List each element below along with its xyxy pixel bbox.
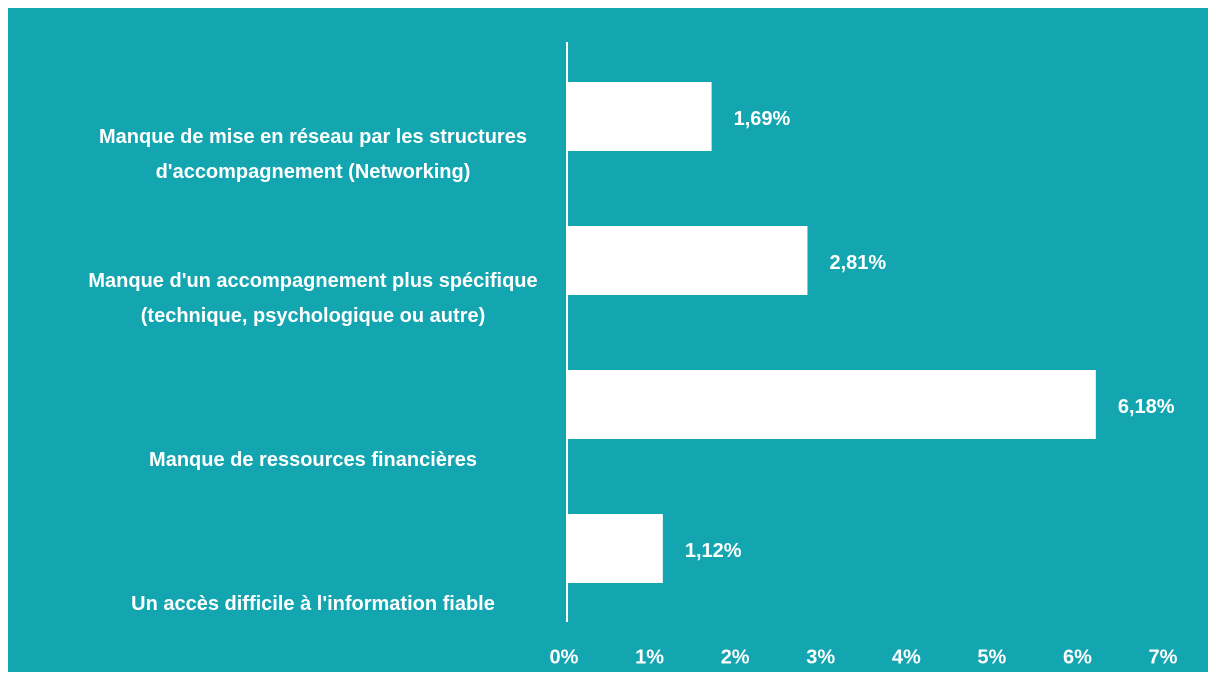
- x-tick-label: 7%: [1149, 646, 1178, 668]
- category-label: Manque d'un accompagnement plus spécifiq…: [88, 270, 538, 327]
- x-tick-label: 0%: [550, 646, 579, 668]
- x-tick-label: 1%: [635, 646, 664, 668]
- chart-svg: 0% 1% 2% 3% 4% 5% 6% 7% 1,69% 2,81% 6,18% 1,12%: [550, 42, 1178, 668]
- bar: [567, 226, 808, 295]
- bar: [567, 514, 663, 583]
- category-label: Un accès difficile à l'information fiabl…: [131, 593, 495, 615]
- bar: [567, 370, 1096, 439]
- x-tick-label: 6%: [1063, 646, 1092, 668]
- category-label: Manque de ressources financières: [149, 449, 477, 471]
- value-label: 1,12%: [685, 540, 742, 562]
- value-label: 2,81%: [829, 252, 886, 274]
- category-label: Manque de mise en réseau par les structu…: [99, 126, 527, 183]
- x-tick-label: 2%: [721, 646, 750, 668]
- x-tick-label: 4%: [892, 646, 921, 668]
- x-tick-label: 5%: [977, 646, 1006, 668]
- bar: [567, 82, 712, 151]
- chart: 0% 1% 2% 3% 4% 5% 6% 7% 1,69% 2,81% 6,18% 1,12% Man…: [8, 8, 1208, 672]
- x-tick-label: 3%: [806, 646, 835, 668]
- value-label: 6,18%: [1118, 396, 1175, 418]
- value-label: 1,69%: [734, 108, 791, 130]
